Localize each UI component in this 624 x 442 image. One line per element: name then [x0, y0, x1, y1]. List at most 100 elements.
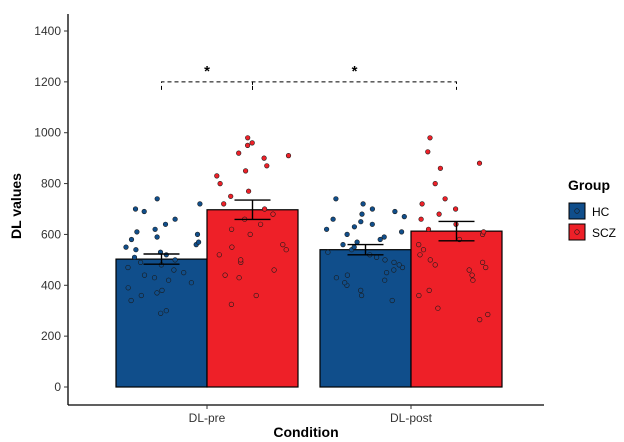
legend-title: Group — [568, 177, 610, 193]
data-point — [374, 254, 380, 260]
bar-scz-dl-pre — [206, 209, 299, 388]
data-point — [425, 226, 432, 232]
data-point — [437, 165, 444, 171]
data-point — [247, 231, 253, 237]
data-point — [128, 297, 134, 304]
data-point — [125, 285, 131, 291]
data-point — [163, 308, 169, 314]
bar-hc-dl-pre — [115, 258, 208, 388]
legend-label-hc: HC — [592, 205, 610, 219]
data-point — [330, 216, 336, 222]
data-point — [236, 150, 242, 156]
data-point — [197, 201, 203, 207]
x-axis-title: Condition — [273, 424, 338, 440]
data-point — [271, 267, 277, 273]
y-tick-label: 200 — [41, 329, 61, 343]
data-point — [333, 275, 340, 281]
data-point — [228, 193, 234, 199]
data-point — [221, 201, 227, 207]
bracket-line — [161, 81, 253, 90]
data-point — [158, 310, 164, 316]
data-point — [258, 221, 264, 227]
data-point — [351, 244, 357, 250]
data-point — [369, 221, 375, 227]
data-point — [344, 272, 351, 278]
data-point — [416, 242, 422, 248]
x-tick-label-dl-pre: DL-pre — [189, 411, 226, 425]
data-point — [246, 188, 252, 194]
data-point — [154, 196, 160, 202]
data-point — [426, 287, 432, 294]
data-point — [245, 135, 251, 141]
data-point — [389, 297, 395, 304]
data-point — [333, 196, 339, 202]
legend-label-scz: SCZ — [592, 226, 616, 240]
data-point — [249, 140, 255, 146]
data-point — [476, 160, 483, 166]
data-point — [172, 216, 178, 222]
x-axis: DL-pre DL-post — [68, 404, 544, 425]
data-point — [469, 272, 475, 278]
data-point — [358, 219, 364, 225]
data-point — [181, 270, 187, 276]
x-tick-label-dl-post: DL-post — [390, 411, 433, 425]
data-point — [418, 216, 424, 222]
data-point — [171, 267, 177, 273]
data-point — [264, 163, 270, 169]
bar-scz-dl-post — [410, 230, 503, 388]
data-point — [217, 181, 223, 187]
data-point — [432, 262, 438, 268]
data-point — [396, 262, 402, 268]
error-bar-scz-dl-post — [438, 220, 475, 242]
y-tick-label: 600 — [41, 227, 61, 241]
data-point — [163, 252, 169, 258]
data-point — [166, 277, 172, 283]
data-point — [401, 214, 407, 220]
y-tick-label: 1000 — [34, 126, 61, 140]
data-point — [222, 272, 228, 278]
data-point — [125, 264, 131, 271]
data-point — [162, 221, 169, 227]
data-point — [141, 272, 148, 278]
legend-point-hc — [574, 208, 580, 214]
data-point — [131, 254, 138, 260]
data-point — [342, 280, 348, 286]
data-point — [417, 252, 423, 258]
y-axis: 0 200 400 600 800 1000 1200 1400 — [34, 14, 69, 405]
data-point — [369, 206, 376, 212]
data-point — [229, 244, 235, 250]
data-point — [138, 292, 144, 299]
data-point — [481, 229, 487, 235]
data-point — [351, 224, 358, 230]
data-point — [141, 208, 147, 215]
data-point — [340, 242, 346, 248]
data-point — [427, 135, 433, 141]
data-point — [436, 211, 442, 217]
data-point — [382, 257, 388, 263]
data-point — [419, 201, 425, 207]
data-point — [172, 257, 178, 263]
data-point — [477, 317, 483, 323]
data-point — [243, 168, 249, 174]
data-point — [134, 229, 140, 235]
data-point — [245, 142, 251, 148]
data-point — [324, 226, 330, 232]
data-point — [128, 236, 135, 243]
data-point — [236, 275, 242, 281]
data-point — [425, 149, 431, 155]
data-point — [358, 287, 364, 294]
data-point — [483, 264, 489, 271]
data-point — [154, 234, 160, 240]
data-point — [485, 311, 491, 318]
error-bar-scz-dl-pre — [234, 199, 271, 221]
data-point — [151, 275, 158, 281]
data-point — [354, 239, 360, 245]
data-point — [216, 252, 222, 258]
data-point — [123, 244, 129, 250]
data-point — [381, 234, 387, 240]
y-tick-label: 1200 — [34, 75, 61, 89]
error-bar-hc-dl-post — [347, 243, 384, 256]
significance-bracket — [252, 81, 457, 90]
y-tick-label: 0 — [54, 380, 61, 394]
